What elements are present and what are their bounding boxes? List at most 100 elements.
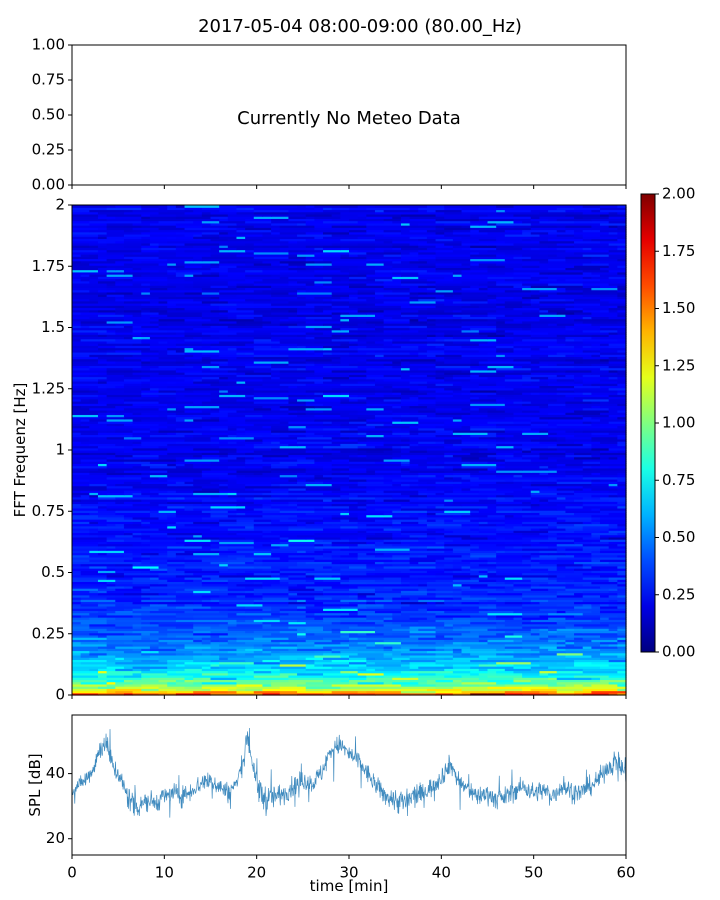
spectrogram-cell xyxy=(97,534,116,538)
spectrogram-cell xyxy=(106,659,134,663)
spectrogram-cell xyxy=(219,570,246,574)
spectrogram-cell xyxy=(219,574,255,578)
spectrogram-cell xyxy=(383,347,419,351)
spectrogram-cell xyxy=(97,336,125,340)
spectrogram-cell xyxy=(357,278,376,282)
spectrogram-cell xyxy=(496,523,506,527)
spectrogram-cell xyxy=(409,363,437,366)
spectrogram-cell xyxy=(323,688,341,692)
meteo-panel: Currently No Meteo Data 0.000.250.500.75… xyxy=(32,36,627,194)
spectrogram-cell xyxy=(106,597,134,600)
spectrogram-cell xyxy=(89,550,125,554)
spectrogram-cell xyxy=(132,434,151,438)
spectrogram-cell xyxy=(617,425,627,429)
spectrogram-cell xyxy=(487,572,497,576)
spectrogram-cell xyxy=(582,289,618,293)
spectrogram-cell xyxy=(201,409,220,413)
spectrogram-cell xyxy=(608,378,627,382)
spectrogram-cell xyxy=(400,447,428,451)
spectrogram-cell xyxy=(80,563,116,567)
spectrogram-cell xyxy=(262,534,281,538)
spectrogram-cell xyxy=(400,282,428,286)
spectrogram-cell xyxy=(210,590,246,594)
spectrogram-cell xyxy=(349,340,367,344)
spectrogram-cell xyxy=(193,681,203,685)
spectrogram-cell xyxy=(565,463,601,467)
spectrogram-cell xyxy=(132,343,151,346)
spectrogram-cell xyxy=(80,407,90,411)
spectrogram-cell xyxy=(219,588,229,591)
spectrogram-cell xyxy=(115,345,151,349)
spectrogram-cell xyxy=(149,568,168,571)
spectrogram-cell xyxy=(556,287,567,291)
spectrogram-cell xyxy=(617,294,627,297)
spectrogram-cell xyxy=(123,525,151,529)
spectrogram-cell xyxy=(383,639,419,643)
spectrogram-cell xyxy=(123,632,142,636)
spectrogram-cell xyxy=(548,280,584,284)
spectrogram-cell xyxy=(418,619,437,623)
spectrogram-cell xyxy=(366,601,376,605)
spectrogram-cell xyxy=(470,365,489,369)
spectrogram-cell xyxy=(357,398,385,402)
spectrogram-cell xyxy=(556,559,592,562)
spectrogram-cell xyxy=(426,282,437,286)
spectrogram-cell xyxy=(340,314,376,317)
spectrogram-cell xyxy=(305,303,333,306)
spectrogram-cell xyxy=(141,376,177,380)
spectrogram-cell xyxy=(409,485,437,489)
spectrogram-cell xyxy=(132,672,142,676)
spectrogram-cell xyxy=(574,376,610,380)
spectrogram-cell xyxy=(522,576,549,580)
spectrogram-cell xyxy=(297,548,324,551)
spectrogram-cell xyxy=(565,429,575,433)
spectrogram-cell xyxy=(167,398,177,402)
spectrogram-cell xyxy=(227,274,246,277)
spectrogram-cell xyxy=(167,276,177,280)
spectrogram-cell xyxy=(158,429,194,433)
spectrogram-cell xyxy=(539,441,558,444)
spectrogram-cell xyxy=(470,425,497,429)
spectrogram-cell xyxy=(271,463,298,467)
spectrogram-cell xyxy=(262,441,272,444)
spectrogram-cell xyxy=(409,467,437,471)
spectrogram-cell xyxy=(323,276,333,280)
spectrogram-cell xyxy=(297,441,333,444)
spectrogram-cell xyxy=(548,465,558,469)
spectrogram-cell xyxy=(141,637,151,640)
spectrogram-cell xyxy=(89,443,116,447)
spectrogram-cell xyxy=(574,568,601,571)
spectrogram-cell xyxy=(279,432,315,436)
spectrogram-cell xyxy=(271,296,298,300)
spectrogram-cell xyxy=(210,659,246,663)
spectrogram-cell xyxy=(383,338,393,342)
spectrogram-cell xyxy=(582,563,592,567)
spectrogram-cell xyxy=(591,619,627,623)
spectrogram-cell xyxy=(496,438,532,442)
spectrogram-cell xyxy=(374,387,393,391)
spectrogram-cell xyxy=(478,539,515,542)
spectrogram-cell xyxy=(452,641,463,645)
spectrogram-cell xyxy=(426,307,463,311)
spectrogram-cell xyxy=(435,334,445,338)
spectrogram-cell xyxy=(175,309,203,313)
spectrogram-cell xyxy=(452,574,480,578)
spectrogram-cell xyxy=(340,429,359,433)
spectrogram-cell xyxy=(522,432,549,436)
spectrogram-cell xyxy=(149,474,168,478)
spectrogram-cell xyxy=(435,519,445,522)
spectrogram-cell xyxy=(236,307,272,311)
spectrogram-cell xyxy=(461,269,489,273)
spectrogram-cell xyxy=(106,269,125,273)
spectrogram-cell xyxy=(219,663,246,667)
spectrogram-cell xyxy=(418,396,437,400)
spectrogram-cell xyxy=(470,396,480,400)
spectrogram-cell xyxy=(444,663,454,667)
spectrogram-cell xyxy=(392,688,428,692)
spectrogram-cell xyxy=(461,481,497,485)
spectrogram-cell xyxy=(245,394,255,398)
spectrogram-cell xyxy=(349,345,367,349)
spectrogram-cell xyxy=(331,683,367,687)
spectrogram-cell xyxy=(331,338,341,342)
spectrogram-cell xyxy=(245,663,281,667)
